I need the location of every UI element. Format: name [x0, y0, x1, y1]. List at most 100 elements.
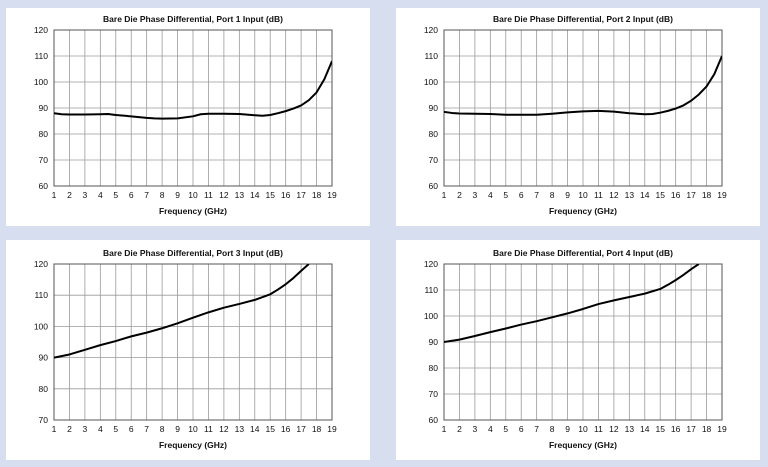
x-tick-label: 6: [519, 424, 524, 434]
x-axis-label: Frequency (GHz): [549, 206, 617, 216]
chart-svg: Bare Die Phase Differential, Port 4 Inpu…: [424, 248, 727, 450]
x-tick-label: 17: [686, 424, 696, 434]
x-tick-label: 10: [578, 424, 588, 434]
gridlines: [443, 29, 723, 187]
y-tick-label: 80: [429, 129, 439, 139]
x-tick-label: 13: [235, 424, 245, 434]
y-tick-label: 100: [34, 321, 48, 331]
x-tick-label: 10: [188, 190, 198, 200]
x-tick-label: 17: [296, 424, 306, 434]
chart-panel-port-2: Bare Die Phase Differential, Port 2 Inpu…: [396, 8, 760, 226]
x-tick-label: 3: [83, 424, 88, 434]
chart-svg: Bare Die Phase Differential, Port 2 Inpu…: [424, 14, 727, 216]
chart-title: Bare Die Phase Differential, Port 1 Inpu…: [103, 14, 283, 24]
y-tick-label: 70: [429, 389, 439, 399]
chart-title: Bare Die Phase Differential, Port 3 Inpu…: [103, 248, 283, 258]
chart-svg: Bare Die Phase Differential, Port 3 Inpu…: [34, 248, 337, 450]
y-tick-label: 60: [429, 181, 439, 191]
x-tick-label: 18: [312, 190, 322, 200]
x-tick-label: 6: [129, 190, 134, 200]
series-line: [54, 264, 310, 359]
x-tick-label: 18: [702, 424, 712, 434]
y-tick-label: 90: [429, 337, 439, 347]
y-tick-label: 70: [429, 155, 439, 165]
series-line: [444, 264, 700, 343]
x-tick-label: 19: [717, 190, 727, 200]
x-tick-label: 2: [457, 190, 462, 200]
series-line: [444, 55, 722, 116]
x-tick-label: 11: [594, 424, 603, 434]
x-axis-label: Frequency (GHz): [159, 206, 227, 216]
x-tick-label: 7: [144, 424, 149, 434]
x-tick-label: 17: [686, 190, 696, 200]
x-tick-label: 9: [175, 190, 180, 200]
x-tick-label: 8: [550, 190, 555, 200]
x-tick-label: 14: [640, 190, 650, 200]
y-tick-label: 110: [34, 290, 48, 300]
y-tick-label: 80: [39, 129, 49, 139]
x-tick-label: 15: [655, 424, 665, 434]
x-tick-label: 1: [52, 190, 57, 200]
x-tick-label: 5: [113, 190, 118, 200]
y-tick-label: 110: [424, 285, 438, 295]
x-tick-label: 15: [265, 190, 275, 200]
y-tick-label: 70: [39, 415, 49, 425]
y-tick-label: 90: [39, 353, 49, 363]
gridlines: [53, 263, 333, 421]
x-tick-label: 4: [98, 424, 103, 434]
x-tick-label: 4: [488, 424, 493, 434]
x-tick-label: 10: [578, 190, 588, 200]
x-tick-label: 5: [113, 424, 118, 434]
y-tick-label: 100: [424, 77, 438, 87]
x-tick-label: 12: [609, 190, 619, 200]
x-tick-label: 4: [98, 190, 103, 200]
x-tick-label: 12: [219, 190, 229, 200]
y-tick-label: 110: [424, 51, 438, 61]
x-tick-label: 16: [671, 190, 681, 200]
y-tick-label: 120: [34, 25, 48, 35]
plot-area-frame: [53, 29, 333, 187]
x-tick-label: 3: [473, 190, 478, 200]
chart-panel-port-3: Bare Die Phase Differential, Port 3 Inpu…: [6, 240, 370, 460]
y-tick-label: 90: [39, 103, 49, 113]
y-tick-label: 120: [424, 25, 438, 35]
x-tick-label: 4: [488, 190, 493, 200]
x-tick-label: 9: [175, 424, 180, 434]
x-tick-label: 6: [129, 424, 134, 434]
x-tick-label: 19: [327, 190, 337, 200]
x-tick-label: 16: [671, 424, 681, 434]
x-tick-label: 8: [160, 190, 165, 200]
x-tick-label: 9: [565, 424, 570, 434]
x-tick-label: 11: [204, 424, 213, 434]
chart-title: Bare Die Phase Differential, Port 2 Inpu…: [493, 14, 673, 24]
series-line: [54, 60, 332, 120]
y-tick-label: 100: [424, 311, 438, 321]
x-tick-label: 3: [473, 424, 478, 434]
x-tick-label: 10: [188, 424, 198, 434]
gridlines: [53, 29, 333, 187]
plot-area-frame: [443, 29, 723, 187]
chart-panel-port-1: Bare Die Phase Differential, Port 1 Inpu…: [6, 8, 370, 226]
x-tick-label: 12: [219, 424, 229, 434]
x-tick-label: 18: [312, 424, 322, 434]
y-tick-label: 90: [429, 103, 439, 113]
x-tick-label: 13: [235, 190, 245, 200]
x-tick-label: 15: [655, 190, 665, 200]
x-tick-label: 11: [594, 190, 603, 200]
chart-title: Bare Die Phase Differential, Port 4 Inpu…: [493, 248, 673, 258]
x-axis-label: Frequency (GHz): [549, 440, 617, 450]
x-tick-label: 2: [67, 190, 72, 200]
x-tick-label: 15: [265, 424, 275, 434]
x-tick-label: 19: [717, 424, 727, 434]
y-tick-label: 120: [424, 259, 438, 269]
y-tick-label: 60: [429, 415, 439, 425]
x-tick-label: 14: [250, 190, 260, 200]
chart-panel-port-4: Bare Die Phase Differential, Port 4 Inpu…: [396, 240, 760, 460]
y-tick-label: 80: [429, 363, 439, 373]
x-tick-label: 7: [534, 190, 539, 200]
x-tick-label: 1: [442, 190, 447, 200]
x-tick-label: 13: [625, 424, 635, 434]
x-tick-label: 17: [296, 190, 306, 200]
x-tick-label: 16: [281, 424, 291, 434]
x-tick-label: 1: [442, 424, 447, 434]
